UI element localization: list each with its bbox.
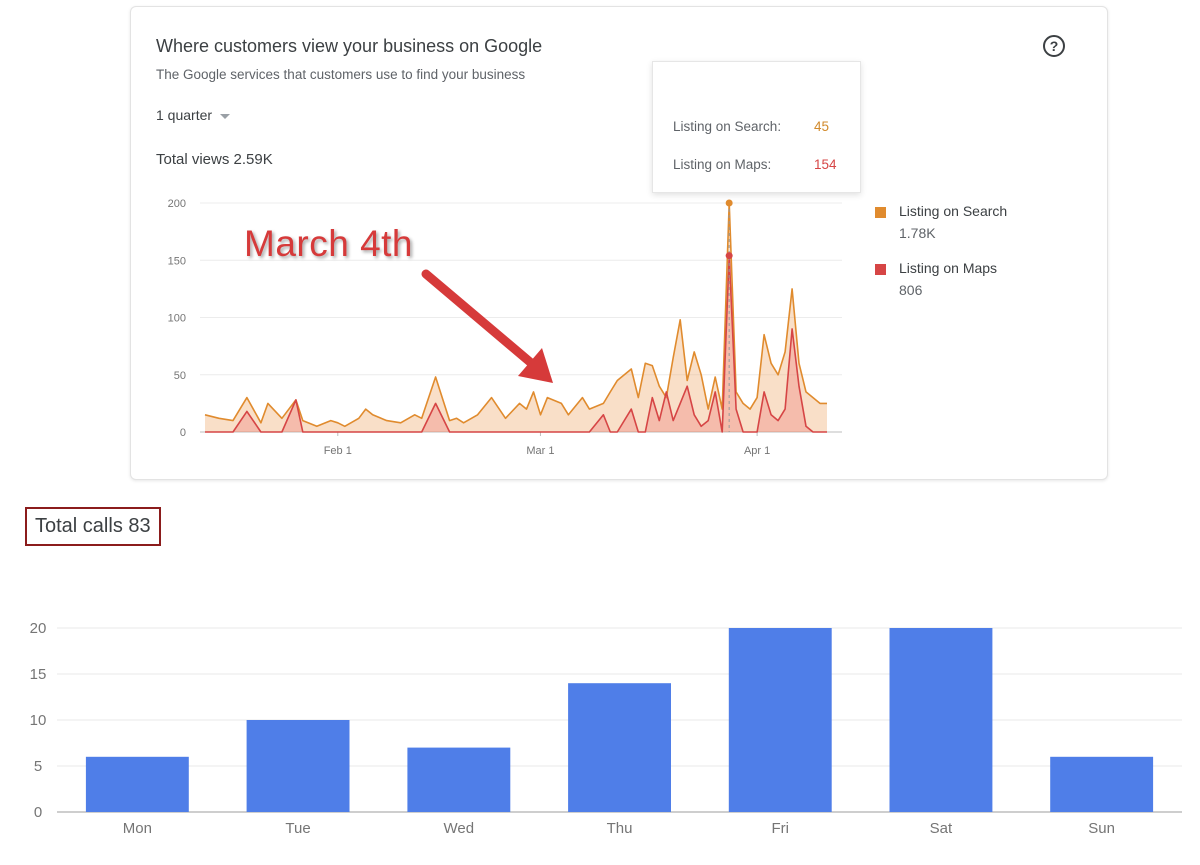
legend-total-search: 1.78K [899, 225, 936, 241]
views-area-chart: 0 50 100 150 200 Feb 1 Mar 1 Apr 1 [168, 198, 842, 457]
card-title: Where customers view your business on Go… [156, 36, 543, 56]
bar-x-tick-label: Fri [771, 820, 789, 837]
series-area-maps [205, 255, 827, 432]
chart-tooltip: Listing on Search: 45 Listing on Maps: 1… [652, 61, 861, 193]
bar-y-tick-label: 15 [30, 666, 47, 683]
bar-y-tick-label: 0 [34, 804, 42, 821]
bar-wed [407, 747, 511, 812]
bar-y-tick-label: 20 [30, 620, 47, 637]
y-tick-label: 100 [168, 313, 186, 325]
annotation-arrow-head [518, 348, 553, 383]
legend-name-search: Listing on Search [899, 203, 1008, 219]
annotation-arrow [421, 269, 553, 383]
period-dropdown[interactable]: 1 quarter [156, 107, 231, 123]
bar-x-tick-label: Sun [1088, 820, 1115, 837]
bar-x-tick-label: Tue [285, 820, 310, 837]
y-tick-label: 200 [168, 198, 186, 210]
annotation-label: March 4th [244, 223, 414, 264]
legend-total-maps: 806 [899, 282, 923, 298]
tooltip-search-label: Listing on Search: [673, 119, 782, 134]
bar-fri [728, 628, 832, 812]
bar-tue [246, 720, 350, 812]
legend-swatch-search [875, 207, 886, 218]
x-tick-label: Feb 1 [324, 445, 352, 457]
bar-x-tick-label: Mon [123, 820, 152, 837]
bar-mon [85, 756, 189, 812]
tooltip-maps-label: Listing on Maps: [673, 157, 772, 172]
bar-y-tick-label: 10 [30, 712, 47, 729]
tooltip-maps-value: 154 [814, 157, 837, 172]
y-tick-label: 50 [174, 370, 186, 382]
help-icon[interactable]: ? [1043, 35, 1065, 57]
bar-x-tick-label: Sat [930, 820, 953, 837]
period-value: 1 quarter [156, 107, 213, 123]
tooltip-maps-row: Listing on Maps: 154 [673, 157, 837, 172]
legend-swatch-maps [875, 264, 886, 275]
series-area-search [205, 203, 827, 432]
bar-thu [568, 683, 671, 812]
bar-y-tick-label: 5 [34, 758, 42, 775]
x-tick-label: Apr 1 [744, 445, 770, 457]
hover-point-maps [725, 252, 733, 260]
y-tick-label: 0 [180, 427, 186, 439]
caret-down-icon [220, 113, 231, 119]
tooltip-search-row: Listing on Search: 45 [673, 119, 829, 134]
annotation-arrow-shaft [421, 269, 535, 367]
hover-point-search [725, 199, 733, 207]
views-card: Where customers view your business on Go… [130, 6, 1108, 480]
card-subtitle: The Google services that customers use t… [156, 67, 526, 82]
x-tick-label: Mar 1 [526, 445, 554, 457]
bar-sat [889, 628, 993, 812]
bar-sun [1050, 756, 1154, 812]
bar-x-tick-label: Thu [607, 820, 633, 837]
total-views: Total views 2.59K [156, 151, 273, 168]
y-tick-label: 150 [168, 255, 186, 267]
tooltip-search-value: 45 [814, 119, 830, 134]
bar-x-tick-label: Wed [443, 820, 474, 837]
series-line-maps [205, 254, 827, 433]
series-line-search [204, 202, 827, 428]
legend-name-maps: Listing on Maps [899, 260, 998, 276]
total-calls-label: Total calls 83 [25, 507, 161, 546]
